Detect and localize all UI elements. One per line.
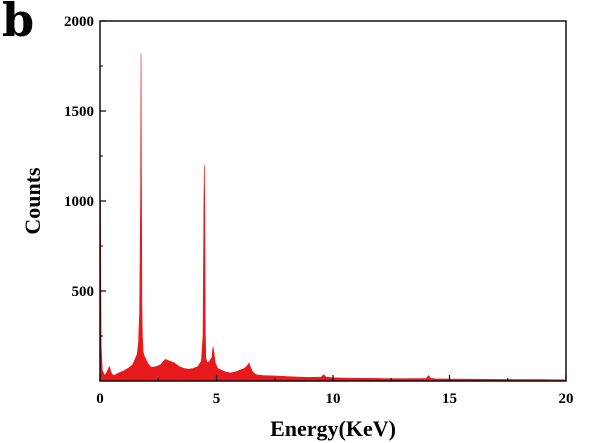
panel-label: b	[2, 0, 34, 47]
y-axis-label: Counts	[20, 167, 45, 235]
x-tick-label: 10	[326, 391, 341, 407]
y-tick-label: 1000	[64, 194, 94, 210]
plot-area	[100, 21, 566, 381]
x-tick-label: 20	[559, 391, 574, 407]
y-tick-label: 500	[72, 284, 95, 300]
axes: 0 5 10 15 20 500 1000 1500 2000	[64, 14, 574, 407]
x-axis-label: Energy(KeV)	[270, 416, 396, 441]
spectrum-layer	[99, 53, 567, 382]
x-tick-label: 15	[442, 391, 457, 407]
spectrum-area-0	[99, 53, 567, 382]
x-tick-label: 5	[213, 391, 221, 407]
x-tick-label: 0	[96, 391, 104, 407]
y-tick-label: 2000	[64, 14, 94, 30]
y-tick-label: 1500	[64, 104, 94, 120]
